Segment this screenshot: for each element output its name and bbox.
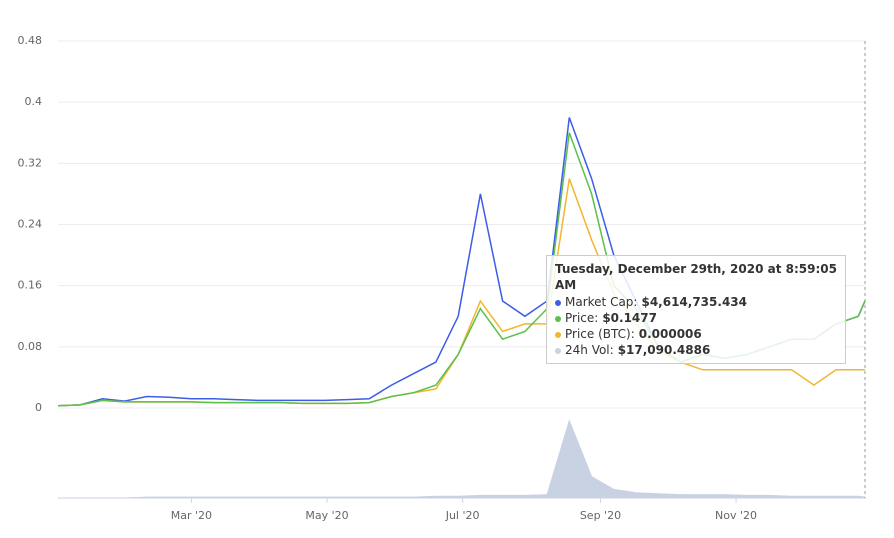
x-tick-label: May '20 [305, 509, 348, 522]
x-tick-label: Nov '20 [715, 509, 757, 522]
tooltip: Tuesday, December 29th, 2020 at 8:59:05 … [546, 255, 846, 364]
y-tick-label: 0.4 [25, 95, 43, 108]
tooltip-value: $0.1477 [602, 311, 657, 325]
tooltip-bullet [555, 331, 561, 338]
x-tick-label: Mar '20 [171, 509, 212, 522]
tooltip-bullet [555, 315, 561, 322]
tooltip-value: $4,614,735.434 [641, 295, 747, 309]
tooltip-label: Market Cap: [565, 295, 638, 309]
tooltip-row: Price (BTC): 0.000006 [555, 326, 837, 342]
tooltip-bullet [555, 299, 561, 306]
tooltip-value: 0.000006 [638, 327, 702, 341]
x-tick-label: Sep '20 [580, 509, 621, 522]
y-tick-label: 0.32 [18, 156, 43, 169]
y-tick-label: 0.48 [18, 34, 43, 47]
tooltip-bullet [555, 347, 561, 354]
tooltip-row: Price: $0.1477 [555, 310, 837, 326]
tooltip-row: Market Cap: $4,614,735.434 [555, 294, 837, 310]
volume-area [58, 419, 866, 499]
y-tick-label: 0.16 [18, 279, 43, 292]
y-tick-label: 0.08 [18, 340, 43, 353]
tooltip-label: Price (BTC): [565, 327, 635, 341]
tooltip-value: $17,090.4886 [617, 343, 711, 357]
tooltip-title: Tuesday, December 29th, 2020 at 8:59:05 … [555, 262, 837, 292]
x-tick-label: Jul '20 [445, 509, 480, 522]
tooltip-row: 24h Vol: $17,090.4886 [555, 342, 837, 358]
y-tick-label: 0.24 [18, 218, 43, 231]
tooltip-label: 24h Vol: [565, 343, 614, 357]
tooltip-label: Price: [565, 311, 599, 325]
y-tick-label: 0 [35, 401, 42, 414]
